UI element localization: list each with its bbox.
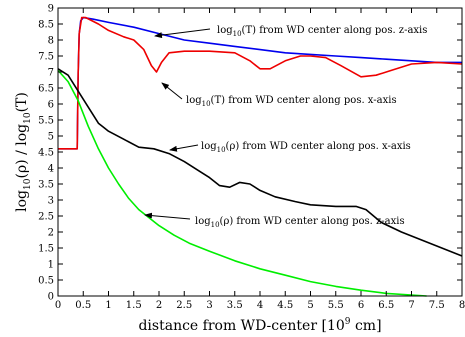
- y-tick-label: 8: [48, 36, 54, 47]
- y-tick-label: 2.5: [38, 212, 54, 223]
- y-tick-label: 9: [48, 4, 54, 15]
- annotation-label-t-z: log10(T) from WD center along pos. z-axi…: [217, 25, 427, 38]
- x-tick-label: 5: [307, 300, 313, 311]
- y-ticks: 0 0.5 1 1.5 2 2.5 3 3.5 4 4.5 5 5.5 6 6.5 7 7.5 8 8.5 9: [38, 4, 462, 303]
- x-ticks: 0 0.5 1 1.5 2 2.5 3 3.5 4 4.5 5 5.5 6 6.5 7 7.5 8: [55, 8, 465, 311]
- y-tick-label: 7: [48, 68, 54, 79]
- y-tick-label: 0.5: [38, 276, 54, 287]
- x-tick-label: 0.5: [75, 300, 91, 311]
- series-line-3: [57, 69, 427, 297]
- y-tick-label: 6.5: [38, 84, 54, 95]
- annotation-arrow-rho-x: [169, 144, 199, 152]
- plot-frame: [57, 7, 463, 297]
- x-axis-title: distance from WD-center [109 cm]: [138, 317, 381, 334]
- annotation-label-rho-x: log10(ρ) from WD center along pos. x-axi…: [201, 141, 411, 154]
- y-tick-label: 7.5: [38, 52, 54, 63]
- series-line-1: [58, 16, 463, 150]
- y-tick-label: 3: [48, 196, 54, 207]
- y-tick-label: 3.5: [38, 180, 54, 191]
- x-tick-label: 2.5: [176, 300, 192, 311]
- y-tick-label: 2: [48, 228, 54, 239]
- annotation-label-t-x: log10(T) from WD center along pos. x-axi…: [186, 95, 397, 108]
- y-tick-label: 6: [48, 100, 54, 111]
- x-tick-label: 6.5: [378, 300, 394, 311]
- x-tick-label: 1.5: [126, 300, 142, 311]
- y-tick-label: 8.5: [38, 20, 54, 31]
- x-tick-label: 7: [408, 300, 414, 311]
- annotation-arrow-t-x: [161, 82, 183, 100]
- x-tick-label: 1: [105, 300, 111, 311]
- annotations: log10(T) from WD center along pos. z-axi…: [144, 25, 427, 229]
- y-tick-label: 0: [48, 292, 54, 303]
- annotation-arrow-rho-z: [144, 212, 191, 220]
- x-tick-label: 6: [358, 300, 364, 311]
- x-tick-label: 3.5: [227, 300, 243, 311]
- x-tick-label: 0: [55, 300, 61, 311]
- y-tick-label: 5.5: [38, 116, 54, 127]
- x-tick-label: 3: [206, 300, 212, 311]
- y-tick-label: 4: [48, 164, 54, 175]
- y-tick-label: 4.5: [38, 148, 54, 159]
- series-layer: [57, 16, 463, 297]
- y-tick-label: 1: [48, 260, 54, 271]
- annotation-arrow-t-z: [154, 28, 211, 39]
- y-tick-label: 1.5: [38, 244, 54, 255]
- x-tick-label: 4: [257, 300, 263, 311]
- x-tick-label: 2: [156, 300, 162, 311]
- series-line-0: [58, 16, 462, 150]
- y-tick-label: 5: [48, 132, 54, 143]
- x-tick-label: 8: [459, 300, 465, 311]
- y-axis-title: log10(ρ) / log10(T): [14, 92, 33, 212]
- x-tick-label: 7.5: [429, 300, 445, 311]
- series-line-2: [57, 68, 463, 257]
- x-tick-label: 5.5: [328, 300, 344, 311]
- annotation-label-rho-z: log10(ρ) from WD center along pos. z-axi…: [195, 216, 405, 229]
- x-tick-label: 4.5: [277, 300, 293, 311]
